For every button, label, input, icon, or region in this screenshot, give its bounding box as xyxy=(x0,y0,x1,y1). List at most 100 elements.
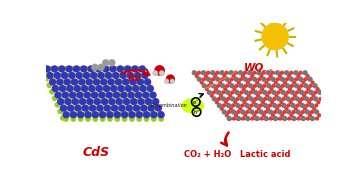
Circle shape xyxy=(111,112,116,117)
Circle shape xyxy=(316,88,319,91)
Circle shape xyxy=(64,86,68,91)
Circle shape xyxy=(108,79,114,85)
Circle shape xyxy=(275,94,278,97)
Circle shape xyxy=(280,101,283,104)
Circle shape xyxy=(118,86,124,91)
Circle shape xyxy=(294,94,296,97)
Circle shape xyxy=(125,66,131,72)
Circle shape xyxy=(63,67,68,71)
Circle shape xyxy=(257,94,259,97)
Circle shape xyxy=(254,104,258,107)
Circle shape xyxy=(207,71,209,74)
Circle shape xyxy=(136,67,141,71)
Circle shape xyxy=(200,81,203,84)
Circle shape xyxy=(263,91,267,94)
Circle shape xyxy=(122,67,126,71)
Circle shape xyxy=(59,93,64,97)
Circle shape xyxy=(247,94,250,97)
Circle shape xyxy=(299,101,301,104)
Circle shape xyxy=(128,92,134,98)
Circle shape xyxy=(227,98,229,100)
Circle shape xyxy=(240,97,244,101)
Circle shape xyxy=(73,73,78,77)
Circle shape xyxy=(240,78,242,81)
Circle shape xyxy=(269,104,271,107)
Circle shape xyxy=(69,99,74,104)
Circle shape xyxy=(88,73,92,77)
Circle shape xyxy=(112,105,117,111)
Circle shape xyxy=(91,99,96,104)
Circle shape xyxy=(214,75,217,77)
Circle shape xyxy=(257,107,260,110)
Circle shape xyxy=(313,84,317,88)
Circle shape xyxy=(62,73,67,78)
Circle shape xyxy=(144,112,149,118)
Circle shape xyxy=(217,91,221,94)
Circle shape xyxy=(60,86,66,91)
Circle shape xyxy=(125,73,129,77)
Circle shape xyxy=(216,101,218,104)
Circle shape xyxy=(102,59,109,66)
Circle shape xyxy=(246,111,249,113)
Circle shape xyxy=(87,99,93,105)
Circle shape xyxy=(227,104,231,107)
Circle shape xyxy=(234,71,237,74)
Circle shape xyxy=(116,79,121,85)
Circle shape xyxy=(93,86,98,91)
Circle shape xyxy=(309,84,312,87)
Circle shape xyxy=(222,97,226,101)
Circle shape xyxy=(242,88,245,91)
Circle shape xyxy=(61,116,65,120)
Circle shape xyxy=(306,104,309,107)
Circle shape xyxy=(132,73,136,77)
Circle shape xyxy=(89,93,93,97)
Circle shape xyxy=(202,84,206,88)
Circle shape xyxy=(44,66,50,72)
Circle shape xyxy=(198,71,200,74)
Circle shape xyxy=(75,112,79,117)
Circle shape xyxy=(92,92,97,98)
Circle shape xyxy=(142,80,146,84)
Circle shape xyxy=(243,77,247,81)
Circle shape xyxy=(216,71,219,74)
Circle shape xyxy=(286,91,289,94)
Circle shape xyxy=(239,84,243,88)
Circle shape xyxy=(287,104,290,107)
Circle shape xyxy=(268,91,271,94)
Circle shape xyxy=(233,88,236,91)
Circle shape xyxy=(119,105,125,111)
Circle shape xyxy=(142,99,147,104)
Circle shape xyxy=(221,84,225,88)
Circle shape xyxy=(255,98,257,100)
Circle shape xyxy=(262,101,264,104)
Circle shape xyxy=(244,91,248,94)
Circle shape xyxy=(135,73,141,78)
Circle shape xyxy=(195,75,198,77)
Circle shape xyxy=(245,84,247,87)
Circle shape xyxy=(315,104,318,107)
Text: h⁺: h⁺ xyxy=(193,110,200,115)
Circle shape xyxy=(266,71,270,75)
Circle shape xyxy=(256,81,258,84)
Circle shape xyxy=(267,84,271,88)
Circle shape xyxy=(89,86,95,91)
Circle shape xyxy=(114,112,120,118)
Circle shape xyxy=(113,73,118,78)
Circle shape xyxy=(291,84,294,87)
Circle shape xyxy=(129,112,135,118)
Circle shape xyxy=(85,112,91,118)
Circle shape xyxy=(208,84,210,87)
Circle shape xyxy=(90,105,96,111)
Circle shape xyxy=(319,98,322,100)
Circle shape xyxy=(118,93,122,97)
Circle shape xyxy=(93,79,100,85)
Circle shape xyxy=(311,111,314,113)
Circle shape xyxy=(155,112,160,117)
Circle shape xyxy=(295,97,299,101)
Circle shape xyxy=(229,94,232,97)
Circle shape xyxy=(260,104,262,107)
Circle shape xyxy=(306,75,309,77)
Circle shape xyxy=(265,111,267,113)
Circle shape xyxy=(207,91,211,94)
Circle shape xyxy=(221,107,223,110)
